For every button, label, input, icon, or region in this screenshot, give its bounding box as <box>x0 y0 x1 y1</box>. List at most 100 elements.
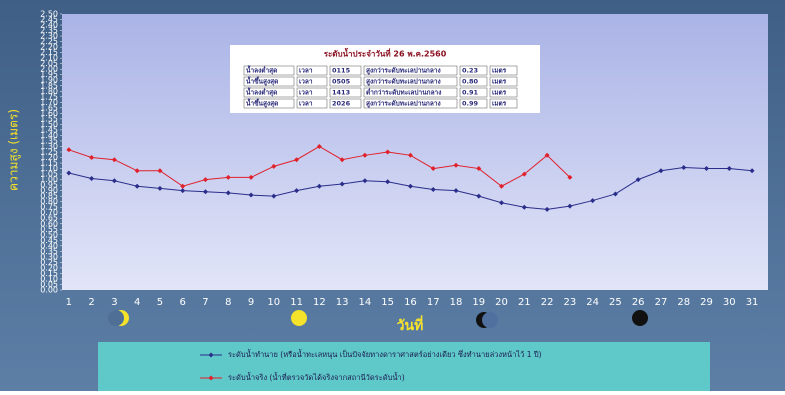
data-point <box>66 170 72 176</box>
x-tick-label: 4 <box>134 297 140 308</box>
x-tick-label: 20 <box>495 297 508 308</box>
y-tick-label: 1.15 <box>40 159 58 168</box>
table-cell-text: น้ำลงต่ำสุด <box>246 65 277 75</box>
y-tick-label: 1.05 <box>40 170 58 179</box>
data-point <box>89 155 95 161</box>
data-point <box>157 168 163 174</box>
y-tick-label: 1.65 <box>40 103 58 112</box>
y-tick-label: 2.00 <box>40 65 58 74</box>
table-cell <box>329 87 362 98</box>
x-tick-label: 13 <box>336 297 349 308</box>
data-point <box>180 188 186 194</box>
table-cell <box>489 87 518 98</box>
data-point <box>749 168 755 174</box>
data-point <box>499 183 505 189</box>
data-point <box>339 157 345 163</box>
y-tick-label: 1.90 <box>40 76 58 85</box>
data-point <box>567 174 573 180</box>
x-tick-label: 12 <box>313 297 326 308</box>
x-tick-label: 8 <box>225 297 231 308</box>
table-cell-text: 0.80 <box>462 78 479 86</box>
table-cell-text: เวลา <box>299 100 313 108</box>
x-tick-label: 31 <box>746 297 759 308</box>
data-point <box>430 166 436 172</box>
table-cell-text: สูงกว่าระดับทะเลปานกลาง <box>366 67 441 76</box>
y-tick-label: 0.00 <box>40 286 58 295</box>
data-point <box>453 162 459 168</box>
table-cell <box>243 65 295 76</box>
y-tick-label: 1.85 <box>40 81 58 90</box>
y-tick-label: 2.50 <box>40 10 58 19</box>
x-tick-label: 2 <box>88 297 94 308</box>
x-tick-label: 10 <box>267 297 280 308</box>
x-tick-label: 22 <box>541 297 554 308</box>
table-cell <box>296 76 328 87</box>
x-tick-label: 6 <box>180 297 186 308</box>
y-tick-label: 2.25 <box>40 37 58 46</box>
data-point <box>704 166 710 172</box>
table-cell-text: เวลา <box>299 89 313 97</box>
y-tick-label: 1.60 <box>40 109 58 118</box>
table-cell-text: 0505 <box>332 78 351 86</box>
data-point <box>385 179 391 185</box>
y-tick-label: 0.95 <box>40 181 58 190</box>
table-cell <box>489 76 518 87</box>
table-cell-text: 0.99 <box>462 100 479 108</box>
y-tick-label: 2.15 <box>40 48 58 57</box>
table-cell <box>363 98 458 109</box>
y-tick-label: 0.05 <box>40 280 58 289</box>
data-point <box>89 175 95 181</box>
table-cell <box>296 87 328 98</box>
x-tick-label: 7 <box>202 297 208 308</box>
table-cell <box>243 98 295 109</box>
data-point <box>385 149 391 155</box>
x-tick-label: 29 <box>700 297 713 308</box>
y-tick-label: 1.30 <box>40 142 58 151</box>
table-cell <box>459 65 488 76</box>
y-tick-label: 0.30 <box>40 252 58 261</box>
moon-icons <box>108 310 648 328</box>
legend-label: ระดับน้ำทำนาย (หรือน้ำทะเลหนุน เป็นปัจจั… <box>228 349 542 359</box>
y-tick-label: 0.35 <box>40 247 58 256</box>
data-point <box>157 185 163 191</box>
y-tick-label: 2.20 <box>40 43 58 52</box>
y-tick-label: 1.80 <box>40 87 58 96</box>
data-point <box>66 147 72 153</box>
y-tick-label: 0.15 <box>40 269 58 278</box>
data-point <box>476 166 482 172</box>
data-point <box>726 166 732 172</box>
x-tick-label: 9 <box>248 297 254 308</box>
table-cell <box>296 98 328 109</box>
table-cell <box>243 87 295 98</box>
y-tick-label: 1.00 <box>40 175 58 184</box>
data-point <box>339 181 345 187</box>
data-point <box>111 157 117 163</box>
table-cell <box>329 98 362 109</box>
data-point <box>362 178 368 184</box>
data-point <box>567 203 573 209</box>
table-cell <box>363 65 458 76</box>
y-tick-label: 2.35 <box>40 26 58 35</box>
data-point <box>134 183 140 189</box>
data-point <box>134 168 140 174</box>
moon-icon <box>108 310 124 326</box>
table-cell <box>489 65 518 76</box>
table-cell <box>296 65 328 76</box>
data-point <box>225 190 231 196</box>
y-tick-label: 0.90 <box>40 186 58 195</box>
y-tick-label: 0.10 <box>40 274 58 283</box>
y-tick-label: 0.85 <box>40 192 58 201</box>
table-cell <box>489 98 518 109</box>
table-cell <box>329 76 362 87</box>
table-cell-text: เมตร <box>492 89 507 97</box>
x-tick-label: 18 <box>450 297 463 308</box>
x-tick-label: 24 <box>586 297 599 308</box>
table-cell <box>459 98 488 109</box>
x-tick-label: 27 <box>655 297 668 308</box>
data-point <box>248 174 254 180</box>
x-axis-label: วันที่ <box>397 315 424 334</box>
data-point <box>294 188 300 194</box>
data-point <box>316 143 322 149</box>
y-tick-label: 0.70 <box>40 208 58 217</box>
